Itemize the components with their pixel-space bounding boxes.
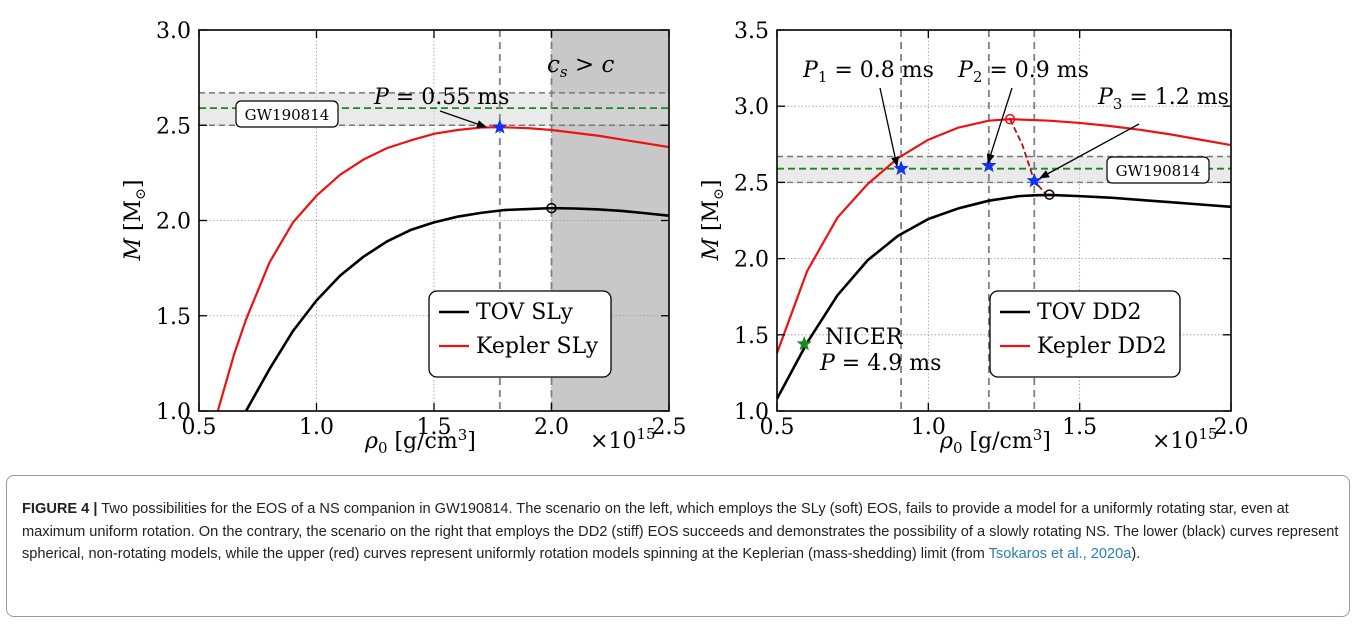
kepler-dd2-curve: [777, 118, 1231, 354]
legend: TOV DD2 Kepler DD2: [989, 290, 1181, 378]
caption-text: Two possibilities for the EOS of a NS co…: [22, 501, 1339, 562]
x-axis-label: ρ0 [g/cm3]: [939, 426, 1051, 457]
x-tick-label: 1.0: [299, 415, 334, 440]
tov-sly-curve: [244, 206, 669, 411]
x-tick-label: 2.5: [652, 415, 687, 440]
legend-box: [428, 290, 612, 378]
annotation-arrow: [879, 87, 899, 167]
y-tick-label: 3.5: [734, 19, 769, 44]
star-marker: [1026, 172, 1042, 188]
legend-box: [989, 290, 1181, 378]
legend-entry: TOV DD2: [1037, 300, 1141, 325]
x-tick-label: 2.0: [534, 415, 569, 440]
band-label: GW190814: [1116, 162, 1201, 180]
axes-frame: [776, 29, 1232, 412]
x-axis-multiplier: ×1015: [590, 425, 656, 454]
x-axis-multiplier: ×1015: [1152, 425, 1218, 454]
caption-text-end: ).: [1131, 546, 1141, 562]
annotation-label: P = 4.9 ms: [819, 351, 941, 376]
y-tick-label: 2.0: [156, 210, 191, 235]
citation-link[interactable]: Tsokaros et al., 2020a: [988, 546, 1132, 562]
circle-marker: [546, 202, 557, 214]
kepler-sly-curve: [216, 126, 669, 411]
annotation-label: P1 = 0.8 ms: [802, 58, 934, 86]
band-label: GW190814: [245, 106, 330, 124]
star-marker: [893, 160, 909, 176]
y-tick-label: 3.0: [734, 95, 769, 120]
y-tick-label: 3.0: [156, 19, 191, 44]
y-tick-label: 2.0: [734, 248, 769, 273]
x-tick-label: 1.5: [1062, 415, 1097, 440]
caption-box: [6, 475, 1350, 617]
x-axis-label: ρ0 [g/cm3]: [364, 426, 476, 457]
y-tick-label: 2.5: [156, 114, 191, 139]
band-label-box: [235, 100, 339, 128]
causality-label: cs > c: [547, 52, 615, 81]
tov-dd2-curve: [777, 193, 1231, 400]
annotation-arrow: [986, 87, 1013, 164]
x-tick-label: 0.5: [760, 415, 795, 440]
circle-marker: [1044, 189, 1055, 200]
y-axis-label: M [M⊙]: [699, 180, 727, 262]
rotating-sequence-curve: [1009, 118, 1048, 196]
y-tick-label: 2.5: [734, 171, 769, 196]
annotation-arrow: [1039, 123, 1140, 179]
circle-marker: [1004, 113, 1016, 125]
x-tick-label: 1.0: [911, 415, 946, 440]
y-tick-label: 1.0: [156, 400, 191, 425]
band-label-box: [1106, 156, 1210, 184]
y-axis-label: M [M⊙]: [121, 180, 149, 262]
y-tick-label: 1.5: [734, 324, 769, 349]
x-tick-label: 2.0: [1214, 415, 1249, 440]
x-tick-label: 1.5: [417, 415, 452, 440]
caption-label: FIGURE 4 |: [22, 501, 98, 517]
legend-entry: Kepler DD2: [1037, 334, 1167, 359]
annotation-label: NICER: [825, 325, 904, 350]
y-tick-label: 1.5: [156, 305, 191, 330]
star-marker: [796, 335, 812, 351]
legend-entry: Kepler SLy: [476, 334, 599, 359]
figure-caption: FIGURE 4 | Two possibilities for the EOS…: [22, 498, 1342, 566]
annotation-arrow: [439, 110, 487, 128]
x-tick-label: 0.5: [182, 415, 217, 440]
right-panel-dd2: GW190814 P1 = 0.8 ms P2 = 0.9 ms P3 = 1.2 m…: [699, 19, 1249, 457]
legend: TOV SLy Kepler SLy: [428, 290, 612, 378]
annotation-label: P3 = 1.2 ms: [1097, 85, 1229, 113]
star-marker: [981, 157, 997, 173]
annotation-label: P2 = 0.9 ms: [957, 58, 1089, 86]
star-marker: [492, 119, 508, 134]
annotation-label: P = 0.55 ms: [373, 85, 509, 110]
y-tick-label: 1.0: [734, 400, 769, 425]
legend-entry: TOV SLy: [476, 300, 573, 325]
